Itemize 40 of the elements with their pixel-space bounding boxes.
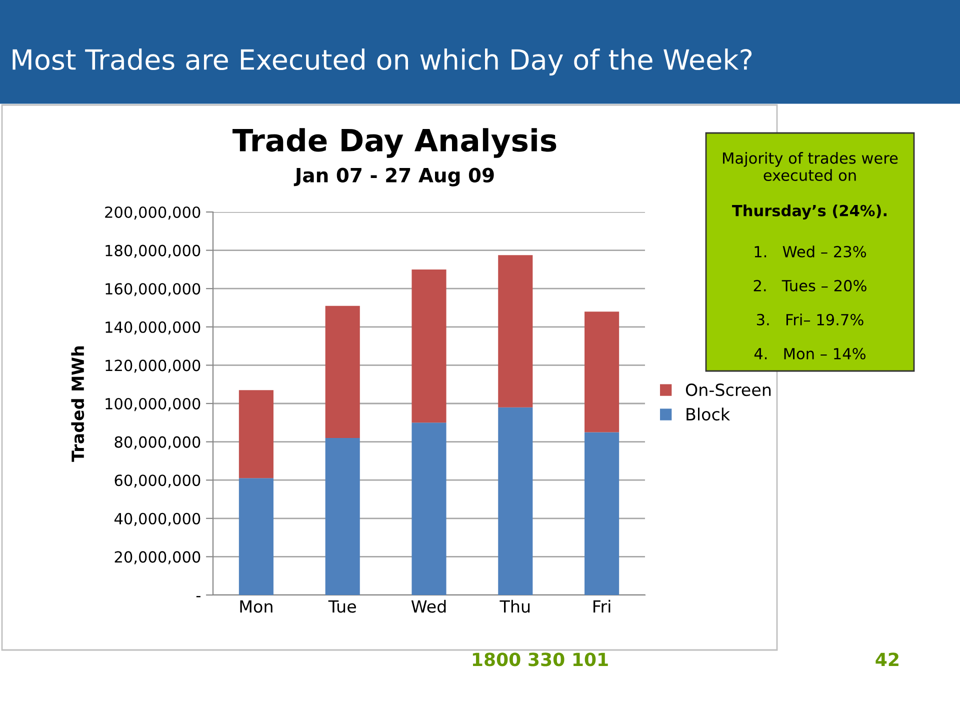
text: Most Trades are Executed on which Day of the Week? <box>12 48 752 76</box>
text: 2. Tues – 20% <box>754 280 866 292</box>
y-tick-label: 40,000,000 <box>114 512 200 526</box>
text: Thursday’s (24%). <box>732 204 886 220</box>
bar <box>238 390 274 478</box>
chart-subtitle: Jan 07 - 27 Aug 09 <box>294 168 494 186</box>
bar <box>325 306 360 438</box>
y-tick-label: - <box>196 596 200 598</box>
bar <box>325 438 360 595</box>
text: 4. Mon – 14% <box>754 348 866 360</box>
bar <box>238 478 274 595</box>
x-tick-label: Tue <box>328 600 356 613</box>
text: 1800 330 101 <box>472 652 608 666</box>
y-tick-label: 100,000,000 <box>106 398 200 412</box>
text: 42 <box>876 652 898 666</box>
legend-label: On-Screen <box>686 383 771 396</box>
y-tick-label: 20,000,000 <box>114 551 200 564</box>
text: 1. Wed – 23% <box>754 246 866 258</box>
x-tick-label: Wed <box>411 600 446 613</box>
legend-label: Block <box>686 408 730 421</box>
y-tick-label: 200,000,000 <box>105 206 200 220</box>
bar <box>584 312 620 432</box>
bar <box>412 269 446 423</box>
bar <box>412 422 446 595</box>
y-tick-label: 120,000,000 <box>106 360 200 373</box>
y-tick-label: 80,000,000 <box>114 436 200 450</box>
x-tick-label: Thu <box>500 600 530 613</box>
y-tick-label: 140,000,000 <box>106 321 200 334</box>
y-tick-label: 160,000,000 <box>106 283 200 296</box>
bar <box>498 255 533 408</box>
bar <box>584 432 620 595</box>
text: Majority of trades were executed on <box>723 152 898 181</box>
bar <box>498 407 533 595</box>
x-tick-label: Fri <box>594 600 610 613</box>
x-tick-label: Mon <box>240 600 272 613</box>
y-tick-label: 60,000,000 <box>114 474 200 488</box>
y-axis-title: Traded MWh <box>71 346 84 462</box>
text: 3. Fri– 19.7% <box>756 314 864 326</box>
y-tick-label: 180,000,000 <box>106 244 200 258</box>
chart-title: Trade Day Analysis <box>232 128 556 158</box>
